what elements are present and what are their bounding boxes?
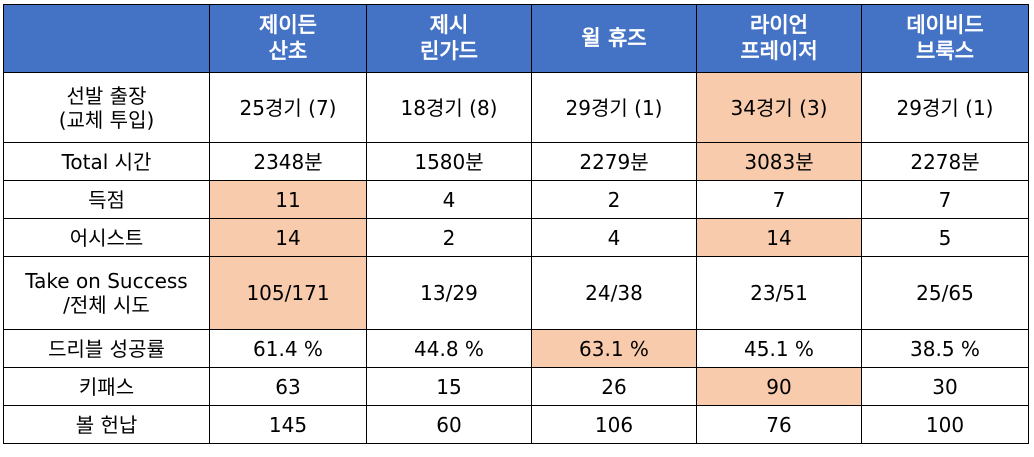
header-player-lingard: 제시 린가드 [366,4,532,73]
table-row: 드리블 성공률 61.4 % 44.8 % 63.1 % 45.1 % 38.5… [3,329,1029,368]
cell-value: 45.1 % [696,329,862,368]
cell-value: 2348분 [209,142,367,181]
cell-value-highlighted: 90 [696,367,862,406]
cell-value: 100 [861,405,1029,444]
header-player-fraser: 라이언 프레이저 [696,4,862,73]
row-label-key-passes: 키패스 [3,367,210,406]
cell-value-highlighted: 34경기 (3) [696,72,862,143]
header-row: 제이든 산초 제시 린가드 윌 휴즈 라이언 프레이저 데이비드 브룩스 [3,4,1029,73]
header-player-sancho: 제이든 산초 [209,4,367,73]
cell-value: 4 [366,180,532,219]
cell-value: 29경기 (1) [531,72,697,143]
cell-value: 4 [531,218,697,257]
cell-value: 26 [531,367,697,406]
cell-value: 38.5 % [861,329,1029,368]
row-label-assists: 어시스트 [3,218,210,257]
cell-value: 18경기 (8) [366,72,532,143]
table-row: 키패스 63 15 26 90 30 [3,367,1029,406]
cell-value: 61.4 % [209,329,367,368]
cell-value: 29경기 (1) [861,72,1029,143]
cell-value: 2 [531,180,697,219]
cell-value: 25/65 [861,256,1029,330]
header-player-brooks: 데이비드 브룩스 [861,4,1029,73]
header-player-hughes: 윌 휴즈 [531,4,697,73]
cell-value: 44.8 % [366,329,532,368]
cell-value: 25경기 (7) [209,72,367,143]
player-comparison-table: 제이든 산초 제시 린가드 윌 휴즈 라이언 프레이저 데이비드 브룩스 선발 출장 (교… [3,4,1029,444]
table-row: 선발 출장 (교체 투입) 25경기 (7) 18경기 (8) 29경기 (1) … [3,72,1029,143]
cell-value: 60 [366,405,532,444]
cell-value: 7 [696,180,862,219]
cell-value: 1580분 [366,142,532,181]
cell-value: 13/29 [366,256,532,330]
cell-value-highlighted: 105/171 [209,256,367,330]
header-corner-cell [3,4,210,73]
cell-value: 7 [861,180,1029,219]
row-label-goals: 득점 [3,180,210,219]
table-row: 어시스트 14 2 4 14 5 [3,218,1029,257]
table-row: 득점 11 4 2 7 7 [3,180,1029,219]
cell-value: 24/38 [531,256,697,330]
cell-value: 5 [861,218,1029,257]
cell-value: 76 [696,405,862,444]
table-row: Take on Success/전체 시도 105/171 13/29 24/3… [3,256,1029,330]
cell-value: 145 [209,405,367,444]
table-row: Total 시간 2348분 1580분 2279분 3083분 2278분 [3,142,1029,181]
cell-value: 30 [861,367,1029,406]
cell-value: 23/51 [696,256,862,330]
cell-value: 106 [531,405,697,444]
cell-value: 63 [209,367,367,406]
comparison-table-container: 제이든 산초 제시 린가드 윌 휴즈 라이언 프레이저 데이비드 브룩스 선발 출장 (교… [3,4,1029,444]
cell-value-highlighted: 11 [209,180,367,219]
row-label-total-time: Total 시간 [3,142,210,181]
cell-value-highlighted: 3083분 [696,142,862,181]
cell-value-highlighted: 14 [209,218,367,257]
cell-value: 2279분 [531,142,697,181]
cell-value: 2278분 [861,142,1029,181]
row-label-appearances: 선발 출장 (교체 투입) [3,72,210,143]
cell-value: 15 [366,367,532,406]
row-label-possession-lost: 볼 헌납 [3,405,210,444]
cell-value: 2 [366,218,532,257]
row-label-dribble-rate: 드리블 성공률 [3,329,210,368]
cell-value-highlighted: 63.1 % [531,329,697,368]
row-label-take-on: Take on Success/전체 시도 [3,256,210,330]
cell-value-highlighted: 14 [696,218,862,257]
table-row: 볼 헌납 145 60 106 76 100 [3,405,1029,444]
